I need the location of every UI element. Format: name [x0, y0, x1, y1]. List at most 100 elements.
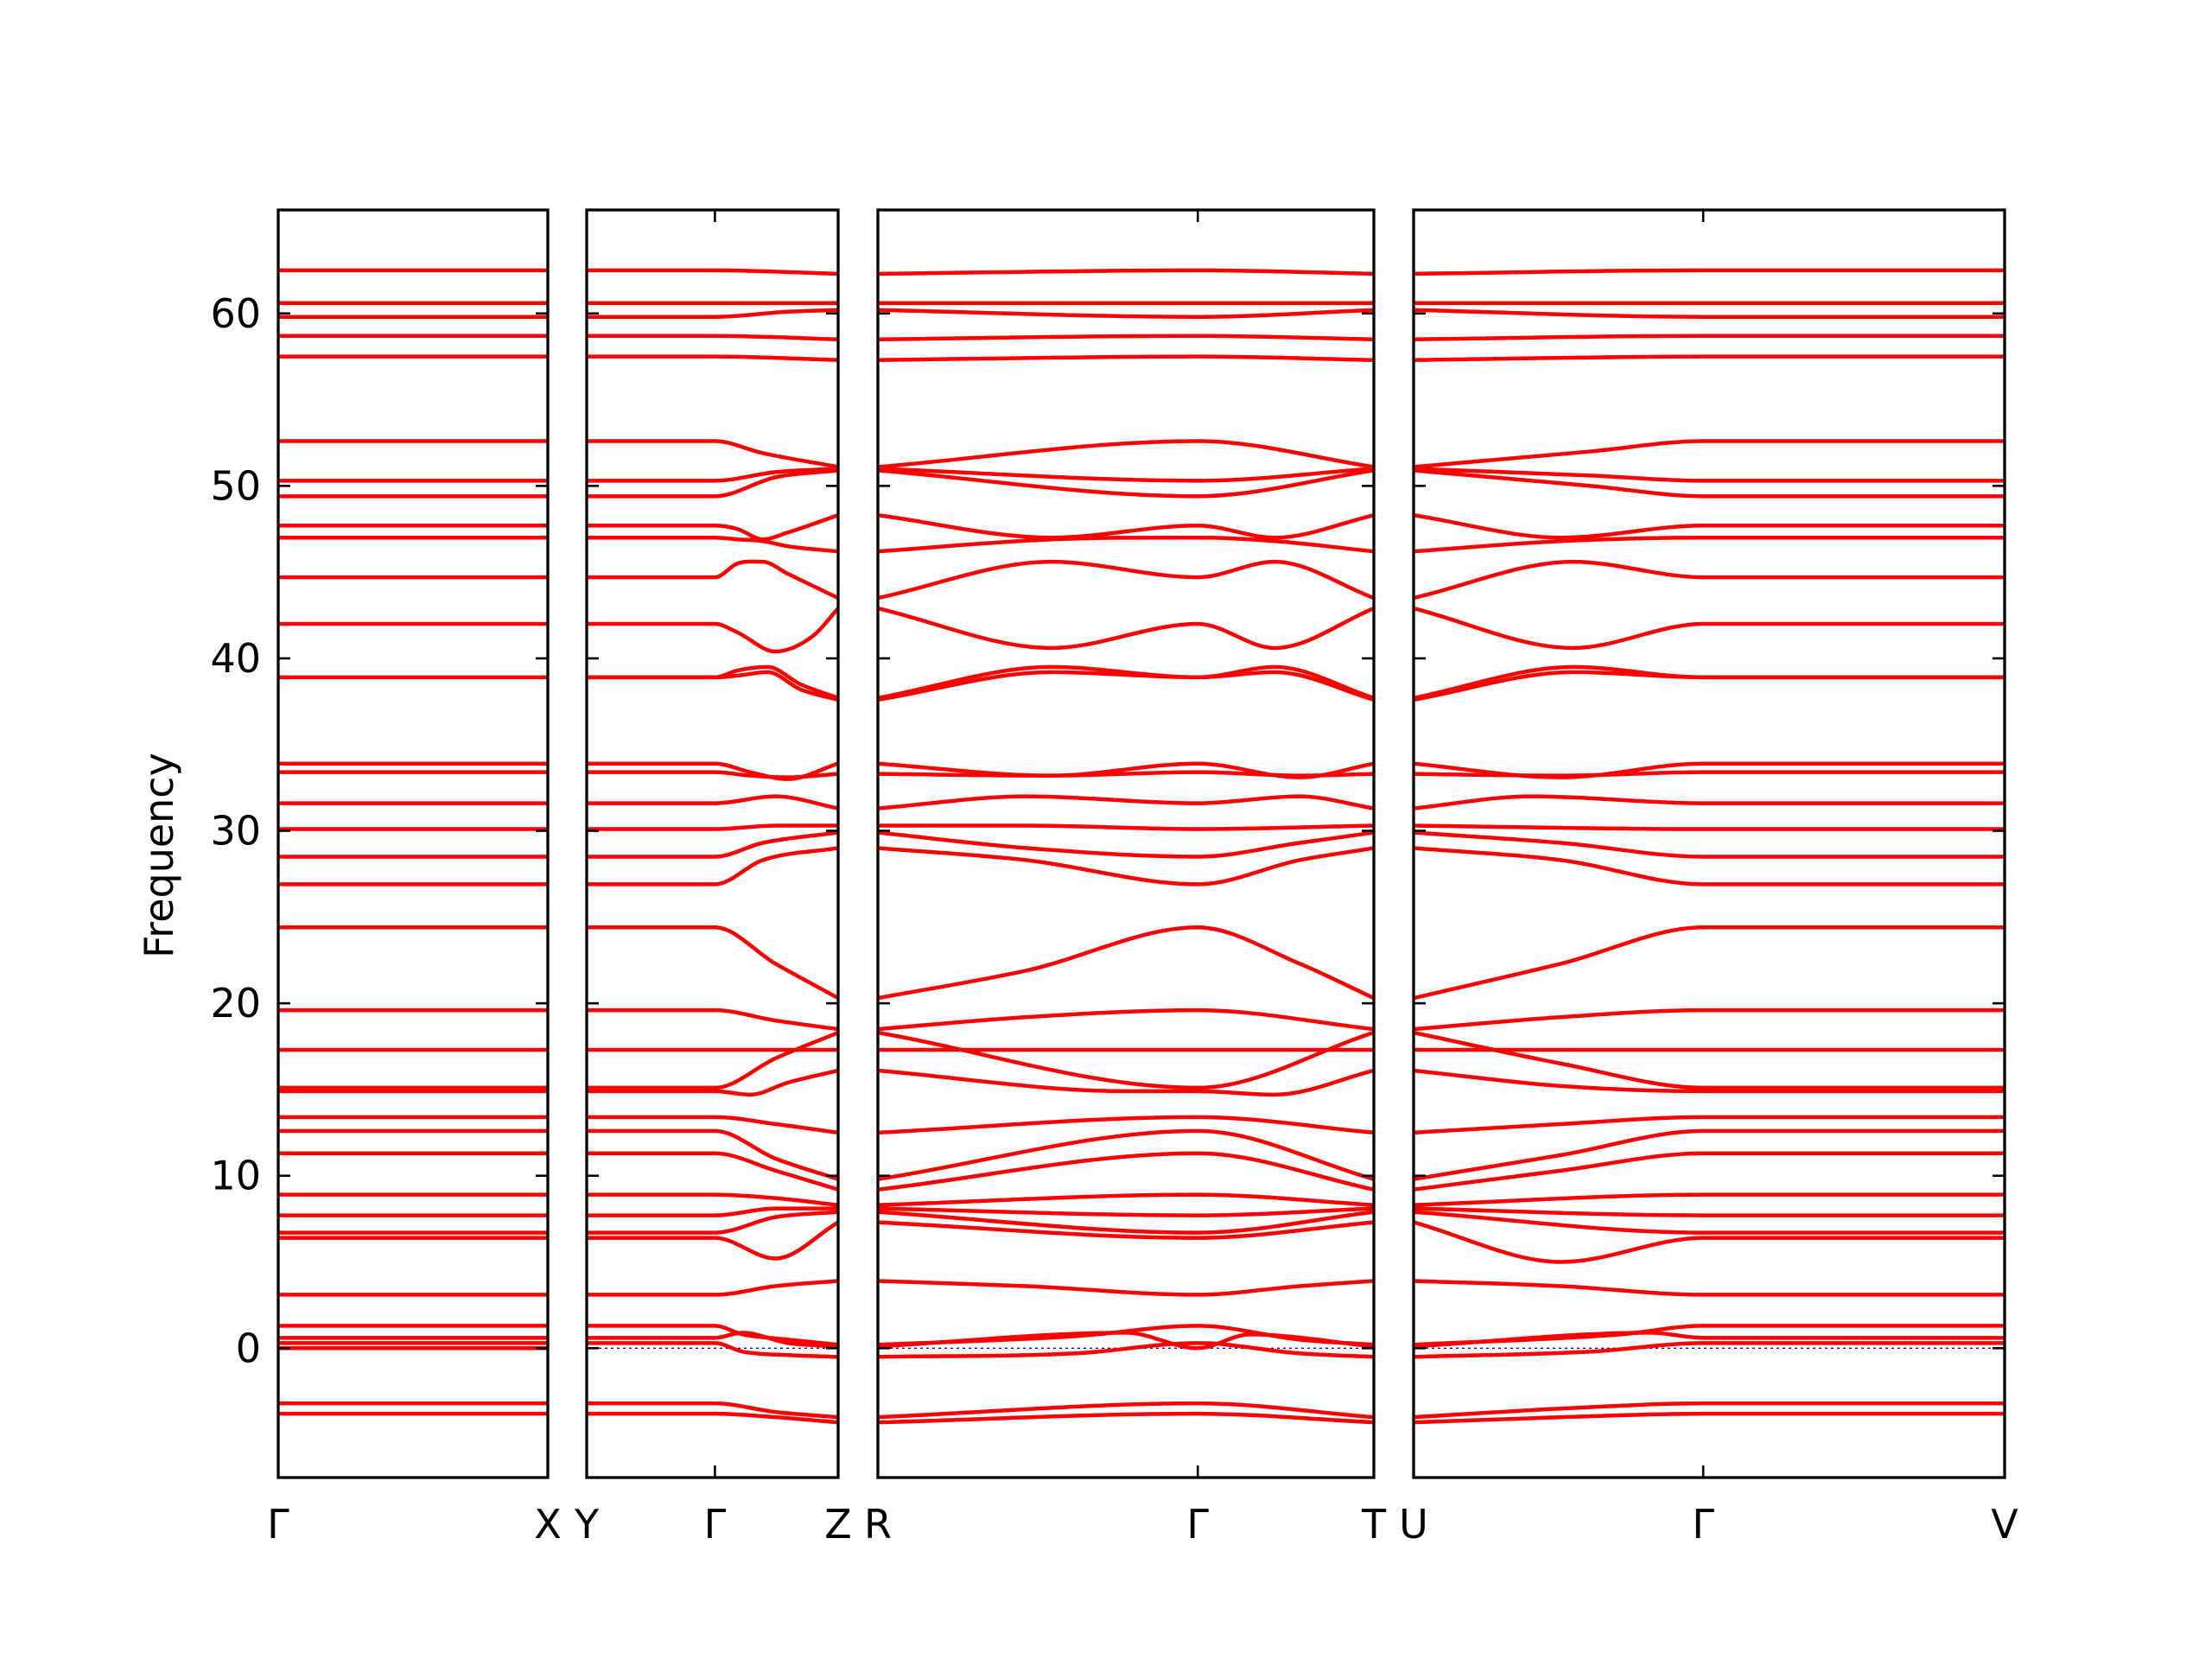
band-line-37 — [587, 1401, 838, 1420]
band-line-38 — [1414, 1411, 2005, 1425]
band-line-31 — [1414, 1210, 2005, 1235]
band-line-17 — [587, 794, 838, 810]
band-line-3 — [1414, 308, 2005, 320]
band-line-25 — [878, 1068, 1374, 1097]
band-line-18 — [587, 823, 838, 831]
band-line-21 — [587, 925, 838, 1001]
panel-4-bands — [1414, 268, 2005, 1425]
band-line-8 — [878, 468, 1374, 499]
band-line-24 — [587, 1030, 838, 1090]
band-line-9 — [1414, 513, 2005, 540]
band-line-32 — [878, 1220, 1374, 1240]
band-line-19 — [878, 830, 1374, 859]
band-line-7 — [1414, 467, 2005, 483]
band-line-27 — [587, 1128, 838, 1181]
band-line-11 — [878, 559, 1374, 601]
band-line-7 — [587, 467, 838, 483]
band-line-37 — [1414, 1401, 2005, 1420]
kpoint-label: X — [534, 1501, 562, 1548]
band-line-5 — [878, 354, 1374, 362]
band-line-38 — [878, 1411, 1374, 1425]
band-line-15 — [1414, 761, 2005, 779]
band-line-28 — [1414, 1151, 2005, 1192]
band-line-10 — [1414, 535, 2005, 554]
band-line-5 — [587, 354, 838, 362]
y-tick-label: 10 — [210, 1153, 261, 1199]
y-tick-label: 40 — [210, 635, 261, 682]
band-line-14 — [587, 670, 838, 702]
band-line-1 — [587, 268, 838, 276]
band-line-11 — [587, 559, 838, 601]
band-line-26 — [1414, 1115, 2005, 1135]
band-line-20 — [878, 846, 1374, 887]
band-line-27 — [878, 1128, 1374, 1181]
band-line-26 — [878, 1115, 1374, 1135]
band-line-29 — [878, 1192, 1374, 1207]
y-axis: 0 10 20 30 40 50 60 — [210, 290, 261, 1372]
band-line-33 — [1414, 1279, 2005, 1297]
band-line-13 — [587, 664, 838, 700]
band-line-31 — [587, 1210, 838, 1235]
band-line-20 — [587, 846, 838, 887]
y-axis-label: Frequency — [136, 753, 182, 958]
band-line-16 — [1414, 770, 2005, 778]
kpoint-label: Z — [824, 1501, 852, 1548]
band-line-3 — [587, 308, 838, 320]
band-line-1 — [878, 268, 1374, 276]
band-line-19 — [587, 830, 838, 859]
band-line-32 — [587, 1220, 838, 1261]
y-tick-label: 50 — [210, 462, 261, 509]
band-line-1 — [1414, 268, 2005, 276]
band-line-4 — [587, 334, 838, 341]
band-line-28 — [878, 1151, 1374, 1192]
band-line-30 — [587, 1206, 838, 1217]
band-line-13 — [878, 664, 1374, 701]
band-line-17 — [878, 794, 1374, 810]
band-line-3 — [878, 308, 1374, 319]
panel-2-bands — [587, 268, 838, 1425]
band-line-6 — [1414, 439, 2005, 469]
kpoint-label: V — [1991, 1501, 2018, 1548]
band-line-9 — [587, 513, 838, 542]
band-line-35 — [587, 1331, 838, 1349]
band-line-5 — [1414, 354, 2005, 362]
band-line-30 — [1414, 1206, 2005, 1217]
band-line-36 — [1414, 1341, 2005, 1359]
panel-frame — [276, 208, 550, 1479]
band-line-21 — [1414, 925, 2005, 1001]
kpoint-label: Γ — [267, 1501, 289, 1548]
band-line-22 — [587, 1007, 838, 1032]
band-line-19 — [1414, 830, 2005, 859]
band-line-28 — [587, 1151, 838, 1192]
panel-frame — [1412, 208, 2006, 1479]
band-line-36 — [878, 1341, 1374, 1359]
y-tick-label: 30 — [210, 808, 261, 855]
kpoint-label: Γ — [704, 1501, 727, 1548]
band-line-7 — [878, 467, 1374, 483]
band-line-9 — [878, 513, 1374, 540]
band-line-14 — [878, 670, 1374, 702]
band-line-16 — [587, 770, 838, 779]
kpoint-label: Y — [574, 1501, 600, 1548]
panel-frame — [876, 208, 1376, 1479]
y-tick-label: 20 — [210, 980, 261, 1027]
band-line-31 — [878, 1210, 1374, 1235]
band-line-20 — [1414, 846, 2005, 887]
band-line-30 — [878, 1206, 1374, 1217]
band-line-27 — [1414, 1128, 2005, 1181]
band-line-21 — [878, 925, 1374, 1001]
panel-1-bands — [278, 268, 548, 1416]
band-line-8 — [587, 468, 838, 499]
band-line-10 — [587, 535, 838, 554]
band-line-26 — [587, 1115, 838, 1135]
band-line-10 — [878, 535, 1374, 554]
band-line-22 — [1414, 1007, 2005, 1032]
band-line-33 — [587, 1279, 838, 1297]
band-line-29 — [1414, 1192, 2005, 1207]
band-line-38 — [587, 1411, 838, 1425]
band-line-17 — [1414, 794, 2005, 810]
